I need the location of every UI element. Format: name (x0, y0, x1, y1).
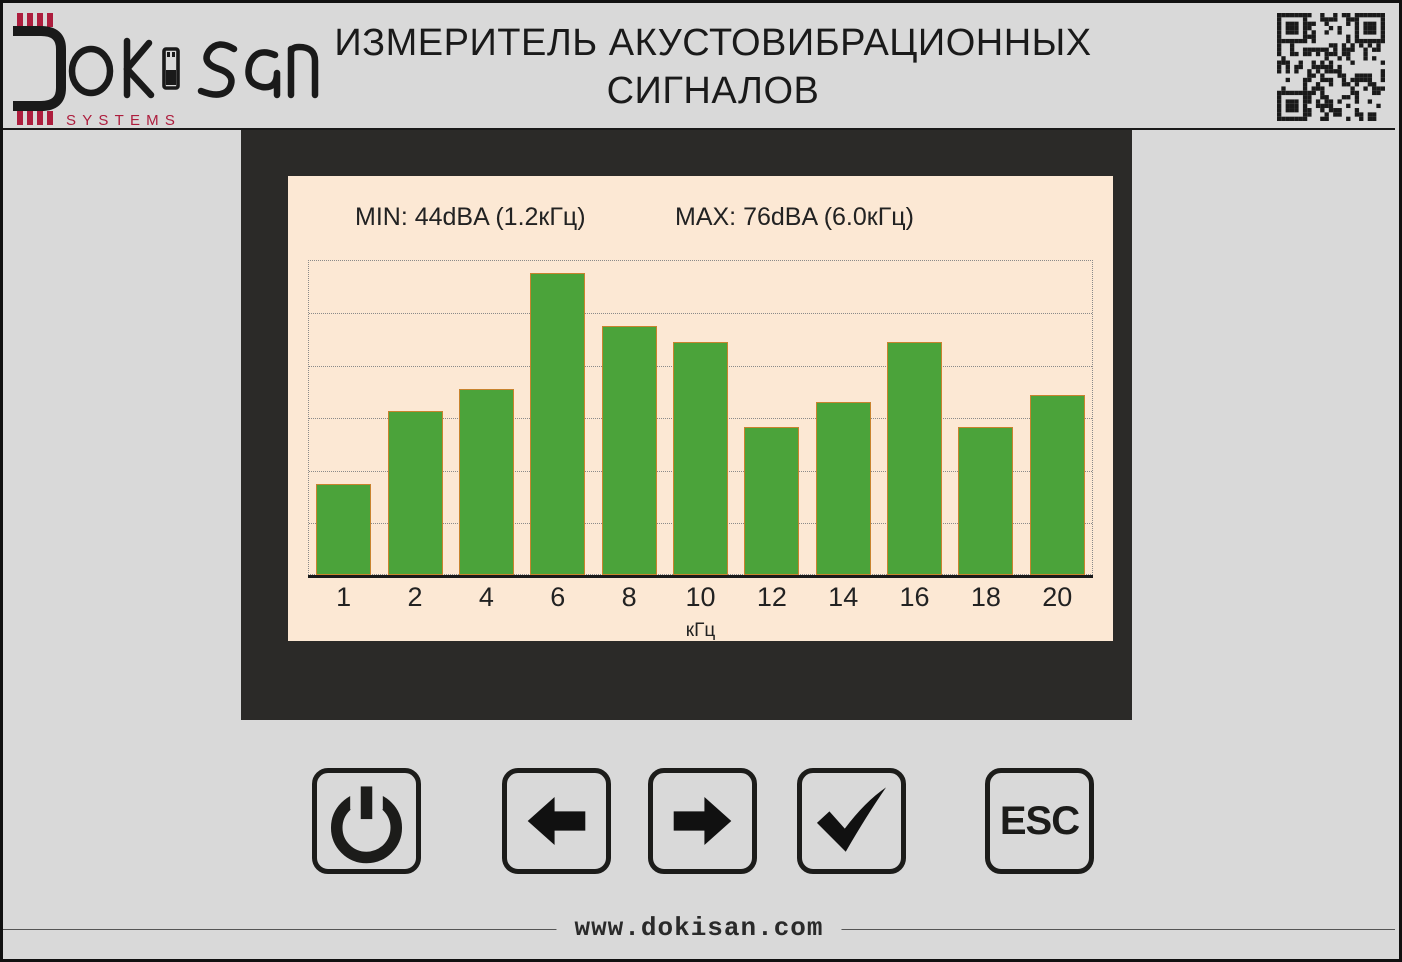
svg-text:SYSTEMS: SYSTEMS (66, 112, 181, 129)
